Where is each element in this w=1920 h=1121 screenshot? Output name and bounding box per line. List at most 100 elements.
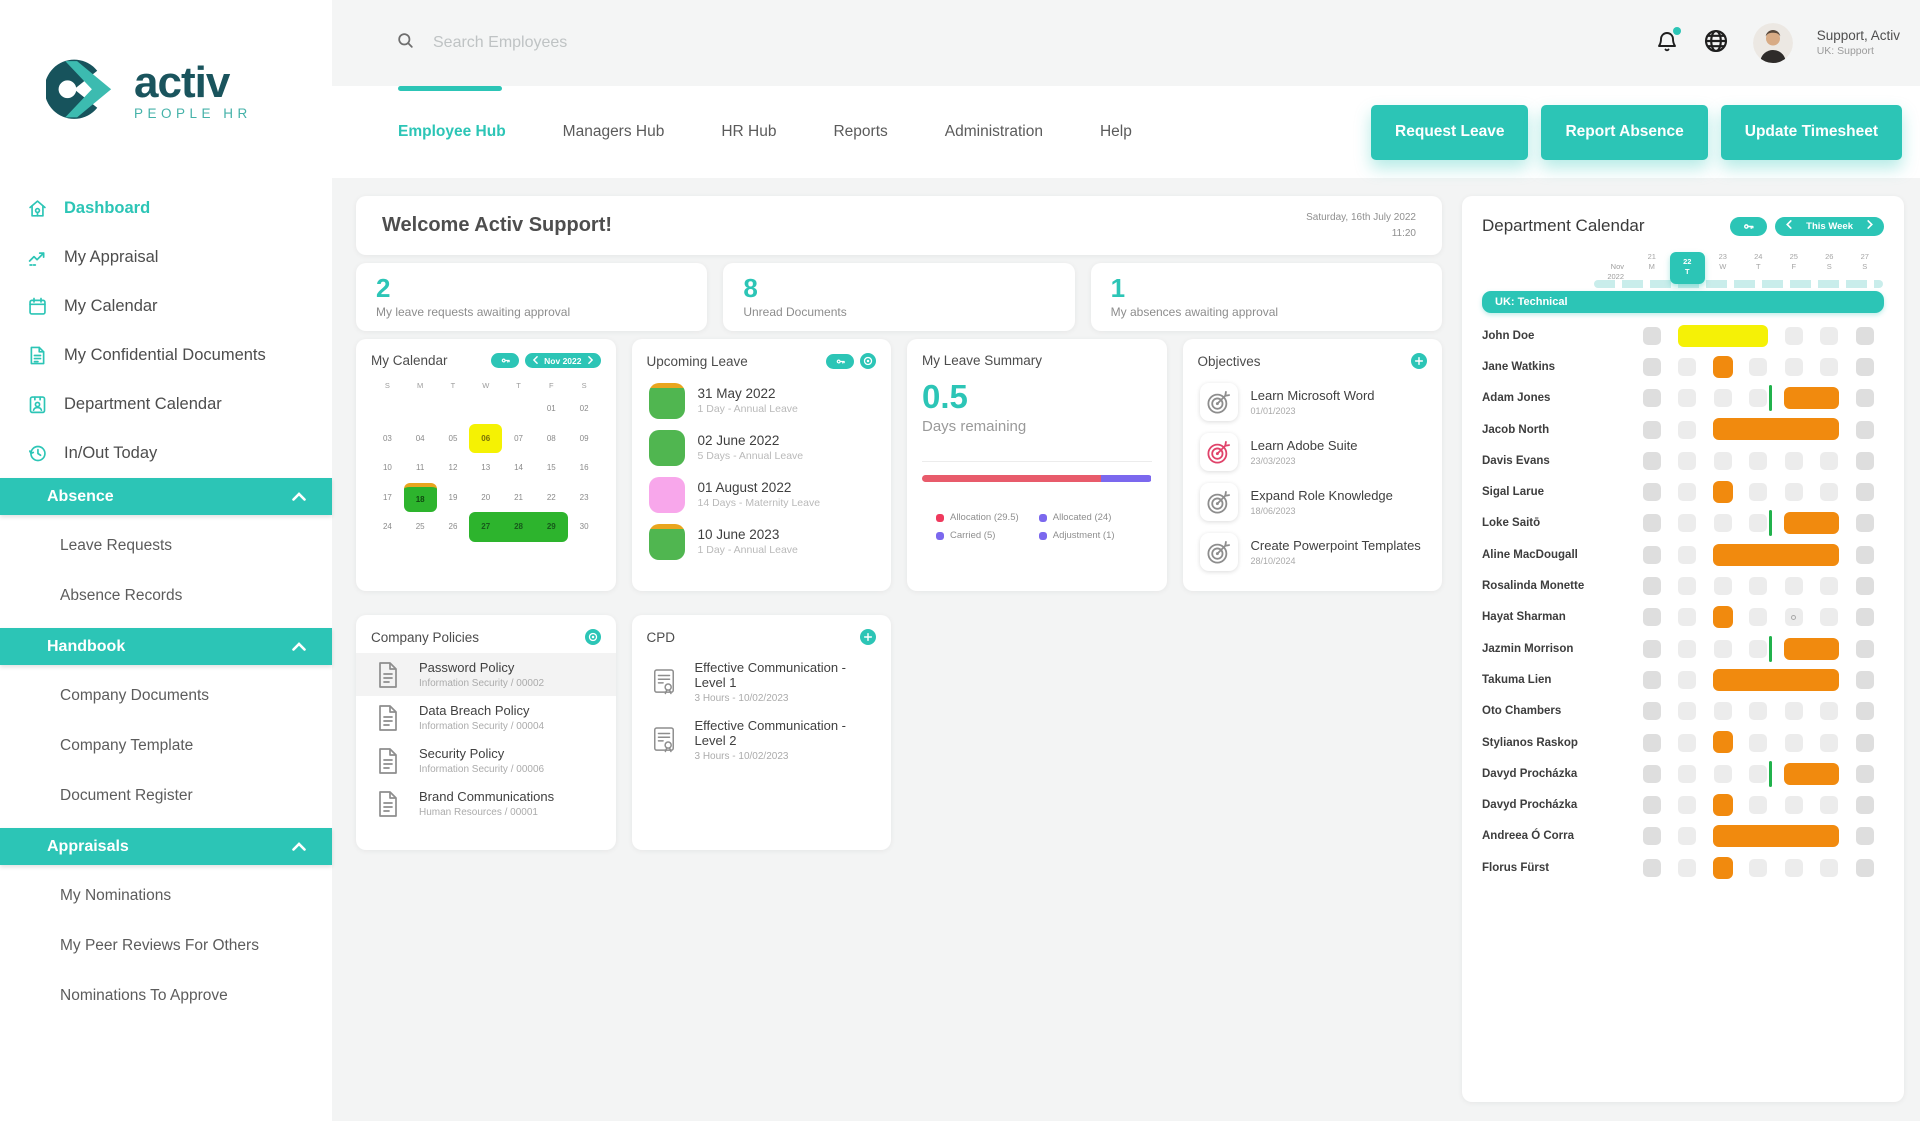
calendar-day[interactable]: 02 bbox=[579, 404, 589, 414]
request-leave-button[interactable]: Request Leave bbox=[1371, 104, 1529, 160]
notifications-bell-icon[interactable] bbox=[1655, 26, 1681, 59]
calendar-day[interactable]: 01 bbox=[546, 404, 556, 414]
calendar-day[interactable]: 06 bbox=[469, 423, 503, 453]
calendar-day[interactable]: 04 bbox=[415, 433, 425, 443]
dept-week-nav[interactable]: This Week bbox=[1775, 216, 1884, 236]
tab-managers-hub[interactable]: Managers Hub bbox=[562, 123, 665, 140]
dept-day-24[interactable]: 24 T bbox=[1741, 252, 1777, 284]
calendar-day[interactable]: 03 bbox=[382, 433, 392, 443]
sidebar-item-company-documents[interactable]: Company Documents bbox=[60, 687, 210, 704]
calendar-day[interactable]: 23 bbox=[579, 492, 589, 502]
policies-item[interactable]: Password Policy Information Security / 00… bbox=[356, 653, 616, 696]
calendar-day[interactable]: 22 bbox=[546, 492, 556, 502]
stat-card-my-absences-awaiting-approval[interactable]: 1 My absences awaiting approval bbox=[1090, 263, 1442, 331]
calendar-day[interactable]: 05 bbox=[448, 433, 458, 443]
dept-day-21[interactable]: 21 M bbox=[1634, 252, 1670, 284]
sidebar-item-document-register[interactable]: Document Register bbox=[60, 787, 193, 804]
absence-bar[interactable] bbox=[1713, 668, 1840, 691]
prev-month-icon[interactable] bbox=[533, 355, 538, 366]
calendar-day[interactable]: 28 bbox=[502, 512, 535, 542]
tab-employee-hub[interactable]: Employee Hub bbox=[398, 123, 506, 140]
leave-item[interactable]: 01 August 2022 14 Days - Maternity Leave bbox=[647, 471, 877, 518]
sidebar-item-dashboard[interactable]: Dashboard bbox=[0, 184, 332, 233]
sidebar-section-handbook[interactable]: Handbook bbox=[0, 628, 332, 665]
policies-item[interactable]: Brand Communications Human Resources / 00… bbox=[356, 782, 616, 825]
leave-key-button[interactable] bbox=[826, 353, 854, 369]
calendar-day[interactable]: 17 bbox=[382, 492, 392, 502]
sidebar-section-appraisals[interactable]: Appraisals bbox=[0, 828, 332, 865]
sidebar-item-my-nominations[interactable]: My Nominations bbox=[60, 887, 172, 904]
add-objective-button[interactable] bbox=[1411, 353, 1427, 369]
calendar-day[interactable]: 12 bbox=[448, 463, 458, 473]
absence-bar[interactable] bbox=[1784, 512, 1840, 535]
calendar-day[interactable]: 14 bbox=[514, 463, 523, 473]
calendar-day[interactable]: 11 bbox=[416, 463, 425, 473]
sidebar-item-my-appraisal[interactable]: My Appraisal bbox=[0, 233, 332, 282]
tab-reports[interactable]: Reports bbox=[833, 123, 888, 140]
calendar-day[interactable]: 16 bbox=[579, 463, 589, 473]
absence-bar[interactable] bbox=[1784, 637, 1840, 660]
calendar-day[interactable]: 27 bbox=[469, 512, 503, 542]
sidebar-item-my-confidential-documents[interactable]: My Confidential Documents bbox=[0, 331, 332, 380]
leave-settings-icon[interactable] bbox=[860, 353, 876, 369]
cpd-item[interactable]: Effective Communication - Level 1 3 Hours… bbox=[632, 653, 892, 711]
sidebar-item-nominations-to-approve[interactable]: Nominations To Approve bbox=[60, 987, 228, 1004]
absence-bar[interactable] bbox=[1713, 731, 1733, 754]
report-absence-button[interactable]: Report Absence bbox=[1541, 104, 1708, 160]
calendar-day[interactable]: 25 bbox=[415, 522, 425, 532]
add-cpd-button[interactable] bbox=[860, 629, 876, 645]
leave-item[interactable]: 10 June 2023 1 Day - Annual Leave bbox=[647, 518, 877, 565]
sidebar-section-absence[interactable]: Absence bbox=[0, 478, 332, 515]
calendar-day[interactable]: 08 bbox=[546, 433, 556, 443]
calendar-day[interactable]: 09 bbox=[579, 433, 589, 443]
absence-bar[interactable] bbox=[1713, 825, 1840, 848]
calendar-day[interactable]: 15 bbox=[546, 463, 556, 473]
tab-administration[interactable]: Administration bbox=[944, 123, 1043, 140]
calendar-day[interactable]: 30 bbox=[579, 522, 589, 532]
policies-item[interactable]: Data Breach Policy Information Security /… bbox=[356, 696, 616, 739]
sidebar-item-department-calendar[interactable]: Department Calendar bbox=[0, 380, 332, 429]
leave-item[interactable]: 02 June 2022 5 Days - Annual Leave bbox=[647, 424, 877, 471]
dept-day-25[interactable]: 25 F bbox=[1776, 252, 1812, 284]
calendar-day[interactable]: 20 bbox=[481, 492, 491, 502]
absence-bar[interactable] bbox=[1713, 418, 1840, 441]
absence-bar[interactable] bbox=[1713, 794, 1733, 817]
sidebar-item-my-calendar[interactable]: My Calendar bbox=[0, 282, 332, 331]
sidebar-item-my-peer-reviews-for-others[interactable]: My Peer Reviews For Others bbox=[60, 937, 259, 954]
sidebar-item-absence-records[interactable]: Absence Records bbox=[60, 587, 183, 604]
dept-day-26[interactable]: 26 S bbox=[1812, 252, 1848, 284]
tab-hr-hub[interactable]: HR Hub bbox=[721, 123, 777, 140]
objective-item[interactable]: Create Powerpoint Templates 28/10/2024 bbox=[1198, 527, 1428, 577]
absence-bar[interactable] bbox=[1713, 856, 1733, 879]
absence-bar[interactable] bbox=[1713, 606, 1733, 629]
policies-settings-icon[interactable] bbox=[584, 629, 601, 645]
update-timesheet-button[interactable]: Update Timesheet bbox=[1720, 104, 1902, 160]
calendar-day[interactable]: 10 bbox=[382, 463, 392, 473]
absence-bar[interactable] bbox=[1713, 355, 1733, 378]
objective-item[interactable]: Learn Adobe Suite 23/03/2023 bbox=[1198, 427, 1428, 477]
objective-item[interactable]: Expand Role Knowledge 18/06/2023 bbox=[1198, 477, 1428, 527]
calendar-day[interactable]: 07 bbox=[514, 433, 523, 443]
stat-card-my-leave-requests-awaiting-approval[interactable]: 2 My leave requests awaiting approval bbox=[356, 263, 708, 331]
sidebar-item-company-template[interactable]: Company Template bbox=[60, 737, 194, 754]
cpd-item[interactable]: Effective Communication - Level 2 3 Hours… bbox=[632, 711, 892, 769]
leave-item[interactable]: 31 May 2022 1 Day - Annual Leave bbox=[647, 377, 877, 424]
sidebar-item-in-out-today[interactable]: In/Out Today bbox=[0, 429, 332, 478]
user-avatar[interactable] bbox=[1752, 23, 1793, 63]
dept-day-22[interactable]: 22 T bbox=[1669, 252, 1705, 284]
search-input[interactable] bbox=[433, 34, 753, 52]
dept-day-23[interactable]: 23 W bbox=[1705, 252, 1741, 284]
calendar-key-button[interactable] bbox=[491, 353, 520, 368]
sidebar-item-leave-requests[interactable]: Leave Requests bbox=[60, 537, 173, 554]
absence-bar[interactable] bbox=[1713, 481, 1733, 504]
calendar-day[interactable]: 29 bbox=[534, 512, 568, 542]
calendar-month-nav[interactable]: Nov 2022 bbox=[525, 353, 601, 368]
absence-bar[interactable] bbox=[1784, 762, 1840, 785]
language-globe-icon[interactable] bbox=[1703, 28, 1729, 59]
objective-item[interactable]: Learn Microsoft Word 01/01/2023 bbox=[1198, 377, 1428, 427]
calendar-day[interactable]: 18 bbox=[403, 482, 437, 512]
dept-day-27[interactable]: 27 S bbox=[1847, 252, 1883, 284]
calendar-day[interactable]: 19 bbox=[448, 492, 458, 502]
tab-help[interactable]: Help bbox=[1099, 123, 1132, 140]
absence-bar[interactable] bbox=[1677, 324, 1769, 347]
